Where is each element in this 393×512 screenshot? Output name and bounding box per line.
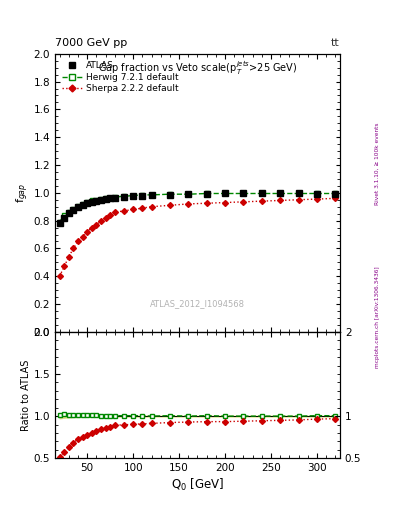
Text: Rivet 3.1.10, ≥ 100k events: Rivet 3.1.10, ≥ 100k events xyxy=(375,122,380,205)
Text: mcplots.cern.ch [arXiv:1306.3436]: mcplots.cern.ch [arXiv:1306.3436] xyxy=(375,267,380,368)
Text: ATLAS_2012_I1094568: ATLAS_2012_I1094568 xyxy=(150,300,245,309)
Text: tt: tt xyxy=(331,37,340,48)
Text: 7000 GeV pp: 7000 GeV pp xyxy=(55,37,127,48)
Text: Gap fraction vs Veto scale(p$_T^{jets}$>25 GeV): Gap fraction vs Veto scale(p$_T^{jets}$>… xyxy=(98,59,297,77)
Y-axis label: Ratio to ATLAS: Ratio to ATLAS xyxy=(21,359,31,431)
X-axis label: Q$_0$ [GeV]: Q$_0$ [GeV] xyxy=(171,477,224,494)
Legend: ATLAS, Herwig 7.2.1 default, Sherpa 2.2.2 default: ATLAS, Herwig 7.2.1 default, Sherpa 2.2.… xyxy=(59,58,181,96)
Y-axis label: f$_{gap}$: f$_{gap}$ xyxy=(15,183,31,203)
